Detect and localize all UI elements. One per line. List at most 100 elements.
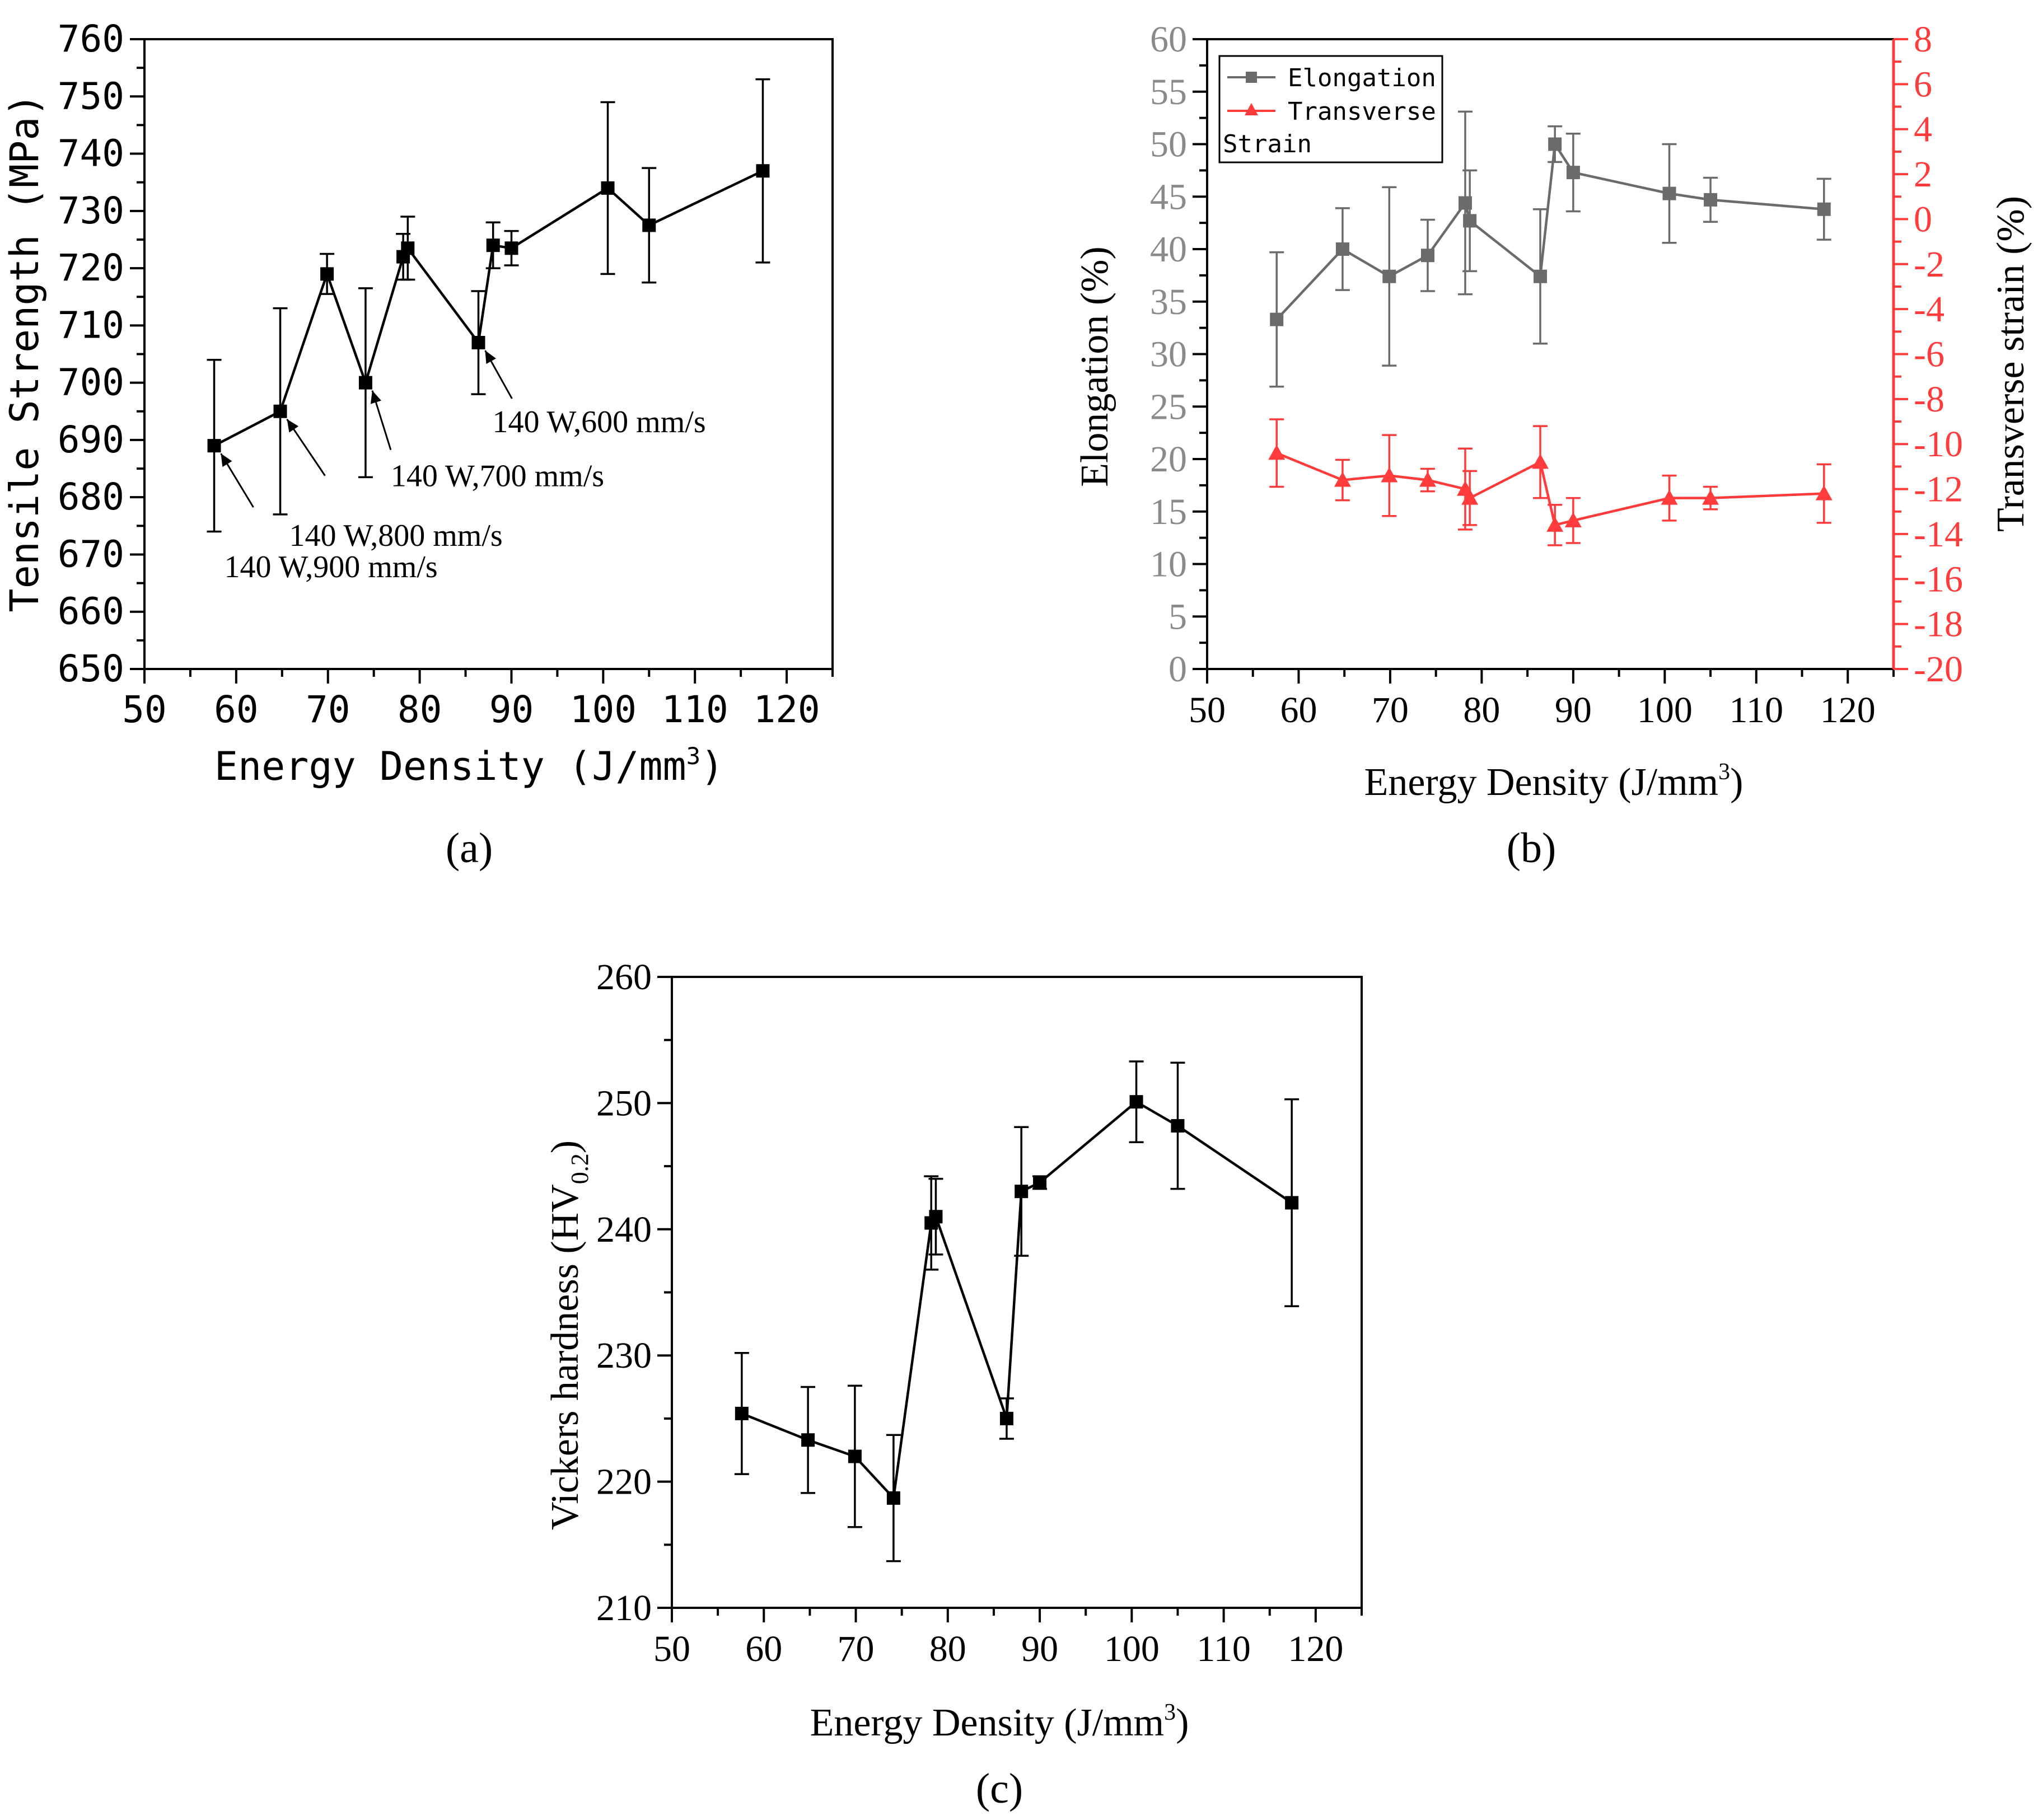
data-point-square (756, 164, 770, 178)
y2-tick-label: -20 (1914, 649, 1963, 690)
y2-tick-label: 8 (1914, 19, 1932, 60)
data-point-square (1171, 1119, 1185, 1133)
x-tick-label: 110 (662, 688, 728, 731)
annotation-label: 140 W,800 mm/s (289, 518, 503, 553)
panel-c-label: (c) (976, 1765, 1023, 1812)
y-tick-label: 10 (1150, 544, 1187, 585)
x-tick-label: 60 (745, 1629, 782, 1669)
y-tick-label: 35 (1150, 282, 1187, 322)
data-point-square (273, 404, 287, 418)
legend-swatch-square (1246, 72, 1257, 83)
y-tick-label: 45 (1150, 176, 1187, 217)
y2-tick-label: -8 (1914, 379, 1944, 420)
data-point-square (801, 1433, 815, 1447)
x-tick-label: 50 (1189, 690, 1226, 731)
panel-b-y2-axis-title: Transverse strain (%) (1989, 196, 2032, 532)
legend-entry-label: Elongation (1288, 64, 1436, 92)
x-tick-label: 100 (570, 688, 637, 731)
data-point-triangle (1546, 516, 1564, 532)
y2-tick-label: -10 (1914, 424, 1963, 465)
data-point-triangle (1381, 467, 1398, 483)
panel-b-label: (b) (1507, 825, 1556, 872)
data-point-triangle (1268, 445, 1286, 460)
y-tick-label: 260 (596, 957, 652, 998)
y2-tick-label: -16 (1914, 559, 1963, 600)
x-tick-label: 80 (929, 1629, 966, 1669)
y2-tick-label: -4 (1914, 289, 1944, 330)
x-tick-label: 100 (1637, 690, 1693, 731)
y-tick-label: 250 (596, 1083, 652, 1124)
panel-b-elongation-strain-chart: 50 60 70 80 90 100 110 120051015202530354045505… (1073, 19, 2032, 872)
annotation-arrowhead (485, 350, 496, 364)
x-tick-label: 70 (1372, 690, 1409, 731)
data-point-square (504, 241, 518, 255)
panel-b-plot-area: 50 60 70 80 90 100 110 120051015202530354045505… (1150, 19, 1963, 731)
legend-entry-label: Transverse (1288, 97, 1436, 126)
y-tick-label: 700 (58, 361, 124, 404)
data-point-square (1817, 202, 1831, 216)
series-vickers-hardness (734, 1060, 1300, 1562)
y2-tick-label: 2 (1914, 154, 1932, 195)
legend-swatch-triangle (1245, 103, 1258, 115)
panel-a-y-axis-title: Tensile Strength (MPa) (2, 93, 48, 612)
data-point-square (358, 376, 372, 390)
data-point-square (886, 1491, 900, 1505)
x-tick-label: 110 (1730, 690, 1784, 731)
annotation-arrowhead (221, 453, 232, 467)
data-point-square (1662, 186, 1676, 200)
data-point-square (471, 336, 485, 350)
y-tick-label: 230 (596, 1335, 652, 1376)
data-point-square (1285, 1196, 1299, 1210)
series-transverse-strain (1268, 418, 1833, 546)
series-line (741, 1100, 1293, 1501)
y-tick-label: 0 (1168, 649, 1187, 690)
data-point-square (1566, 166, 1580, 180)
data-point-triangle (1532, 453, 1549, 469)
y-tick-label: 740 (58, 132, 124, 175)
y-tick-label: 5 (1168, 596, 1187, 637)
y2-tick-label: -6 (1914, 334, 1944, 375)
data-point-square (207, 439, 221, 453)
x-tick-label: 50 (653, 1629, 690, 1669)
y-tick-label: 720 (58, 246, 124, 289)
y-tick-label: 30 (1150, 334, 1187, 375)
y-tick-label: 680 (58, 475, 124, 518)
x-tick-label: 100 (1104, 1629, 1160, 1669)
x-tick-label: 110 (1196, 1629, 1251, 1669)
y-tick-label: 760 (58, 17, 124, 60)
data-point-square (1382, 269, 1396, 283)
data-point-triangle (1564, 512, 1582, 527)
x-tick-label: 80 (398, 688, 442, 731)
data-point-square (735, 1406, 749, 1420)
x-tick-label: 70 (838, 1629, 875, 1669)
panel-c-vickers-hardness-chart: 50 60 70 80 90 100 110 120 210 220 230 240 250 260 Vi… (544, 957, 1363, 1812)
panel-b-x-axis-title: Energy Density (J/mm3) (1364, 759, 1743, 804)
data-point-square (1534, 269, 1548, 283)
panel-c-x-axis-title: Energy Density (J/mm3) (810, 1700, 1189, 1744)
y2-tick-label: 4 (1914, 109, 1932, 150)
y-tick-label: 15 (1150, 492, 1187, 532)
y-tick-label: 55 (1150, 72, 1187, 113)
y-tick-label: 50 (1150, 124, 1187, 165)
data-point-triangle (1702, 489, 1719, 505)
data-point-square (1335, 242, 1349, 256)
data-point-square (486, 238, 500, 252)
y-tick-label: 240 (596, 1209, 652, 1250)
y-tick-label: 210 (596, 1588, 652, 1629)
x-tick-label: 120 (753, 688, 820, 731)
y-tick-label: 750 (58, 74, 124, 118)
x-tick-label: 120 (1288, 1629, 1343, 1669)
series-line (1276, 452, 1824, 527)
data-point-square (1033, 1176, 1047, 1190)
data-point-square (1129, 1095, 1143, 1109)
panel-b-y-axis-title: Elongation (%) (1073, 246, 1116, 487)
x-tick-label: 70 (306, 688, 350, 731)
x-tick-label: 90 (1555, 690, 1592, 731)
data-point-square (1015, 1185, 1029, 1199)
series-elongation (1269, 110, 1831, 388)
data-point-triangle (1334, 471, 1351, 487)
data-point-square (999, 1411, 1013, 1425)
legend-entry-label: Strain (1223, 130, 1312, 158)
